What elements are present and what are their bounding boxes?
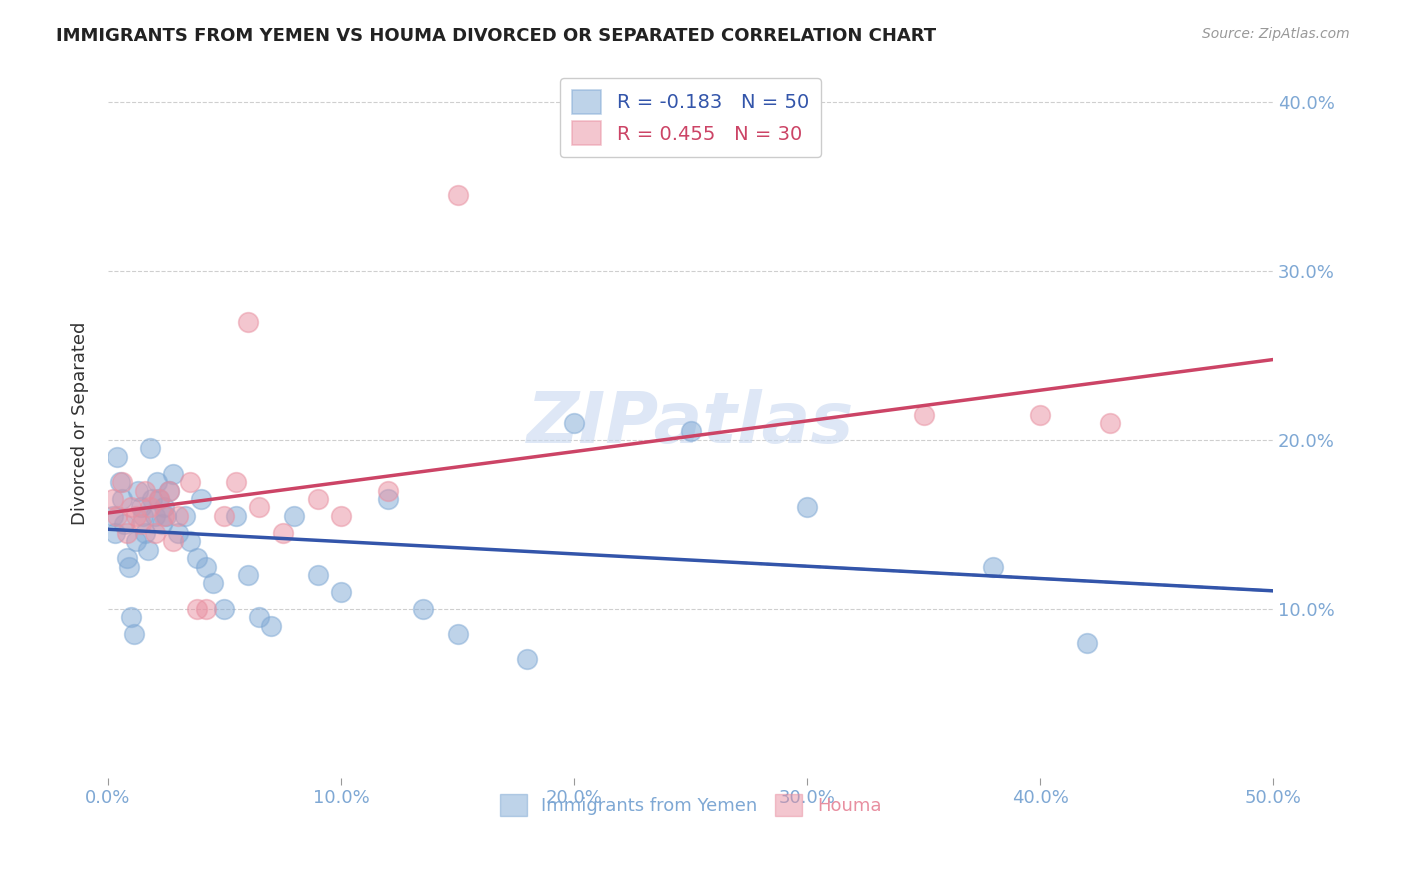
Immigrants from Yemen: [120, 610, 142, 624]
Immigrants from Yemen: [186, 551, 208, 566]
Immigrants from Yemen: [562, 416, 585, 430]
Houma: [1098, 416, 1121, 430]
Immigrants from Yemen: [129, 500, 152, 515]
Houma: [120, 500, 142, 515]
Houma: [377, 483, 399, 498]
Immigrants from Yemen: [136, 542, 159, 557]
Immigrants from Yemen: [516, 652, 538, 666]
Immigrants from Yemen: [283, 508, 305, 523]
Immigrants from Yemen: [167, 525, 190, 540]
Houma: [139, 500, 162, 515]
Immigrants from Yemen: [105, 450, 128, 464]
Immigrants from Yemen: [157, 483, 180, 498]
Immigrants from Yemen: [190, 491, 212, 506]
Immigrants from Yemen: [260, 618, 283, 632]
Houma: [194, 601, 217, 615]
Houma: [249, 500, 271, 515]
Houma: [330, 508, 353, 523]
Immigrants from Yemen: [983, 559, 1005, 574]
Y-axis label: Divorced or Separated: Divorced or Separated: [72, 321, 89, 524]
Immigrants from Yemen: [377, 491, 399, 506]
Houma: [271, 525, 294, 540]
Houma: [167, 508, 190, 523]
Houma: [134, 483, 156, 498]
Houma: [1029, 408, 1052, 422]
Immigrants from Yemen: [225, 508, 247, 523]
Immigrants from Yemen: [236, 568, 259, 582]
Houma: [912, 408, 935, 422]
Houma: [115, 525, 138, 540]
Immigrants from Yemen: [139, 442, 162, 456]
Houma: [143, 525, 166, 540]
Immigrants from Yemen: [148, 491, 170, 506]
Immigrants from Yemen: [446, 627, 468, 641]
Houma: [101, 491, 124, 506]
Immigrants from Yemen: [118, 559, 141, 574]
Houma: [236, 315, 259, 329]
Immigrants from Yemen: [214, 601, 236, 615]
Immigrants from Yemen: [101, 508, 124, 523]
Text: ZIPatlas: ZIPatlas: [527, 389, 855, 458]
Immigrants from Yemen: [307, 568, 329, 582]
Text: IMMIGRANTS FROM YEMEN VS HOUMA DIVORCED OR SEPARATED CORRELATION CHART: IMMIGRANTS FROM YEMEN VS HOUMA DIVORCED …: [56, 27, 936, 45]
Immigrants from Yemen: [155, 508, 177, 523]
Houma: [157, 483, 180, 498]
Houma: [153, 508, 176, 523]
Houma: [129, 517, 152, 532]
Immigrants from Yemen: [150, 517, 173, 532]
Immigrants from Yemen: [679, 425, 702, 439]
Immigrants from Yemen: [796, 500, 818, 515]
Houma: [214, 508, 236, 523]
Text: Source: ZipAtlas.com: Source: ZipAtlas.com: [1202, 27, 1350, 41]
Immigrants from Yemen: [104, 525, 127, 540]
Immigrants from Yemen: [122, 627, 145, 641]
Immigrants from Yemen: [249, 610, 271, 624]
Houma: [162, 534, 184, 549]
Immigrants from Yemen: [146, 475, 169, 490]
Houma: [225, 475, 247, 490]
Immigrants from Yemen: [141, 491, 163, 506]
Immigrants from Yemen: [125, 534, 148, 549]
Houma: [111, 475, 134, 490]
Houma: [307, 491, 329, 506]
Immigrants from Yemen: [112, 517, 135, 532]
Immigrants from Yemen: [111, 491, 134, 506]
Immigrants from Yemen: [115, 551, 138, 566]
Immigrants from Yemen: [153, 500, 176, 515]
Legend: Immigrants from Yemen, Houma: Immigrants from Yemen, Houma: [491, 785, 890, 825]
Immigrants from Yemen: [1076, 635, 1098, 649]
Houma: [186, 601, 208, 615]
Immigrants from Yemen: [173, 508, 195, 523]
Houma: [179, 475, 201, 490]
Immigrants from Yemen: [179, 534, 201, 549]
Immigrants from Yemen: [132, 508, 155, 523]
Immigrants from Yemen: [330, 585, 353, 599]
Houma: [105, 508, 128, 523]
Immigrants from Yemen: [108, 475, 131, 490]
Houma: [446, 188, 468, 202]
Immigrants from Yemen: [143, 508, 166, 523]
Immigrants from Yemen: [162, 467, 184, 481]
Immigrants from Yemen: [127, 483, 149, 498]
Immigrants from Yemen: [134, 525, 156, 540]
Immigrants from Yemen: [412, 601, 434, 615]
Houma: [148, 491, 170, 506]
Houma: [125, 508, 148, 523]
Immigrants from Yemen: [194, 559, 217, 574]
Immigrants from Yemen: [201, 576, 224, 591]
